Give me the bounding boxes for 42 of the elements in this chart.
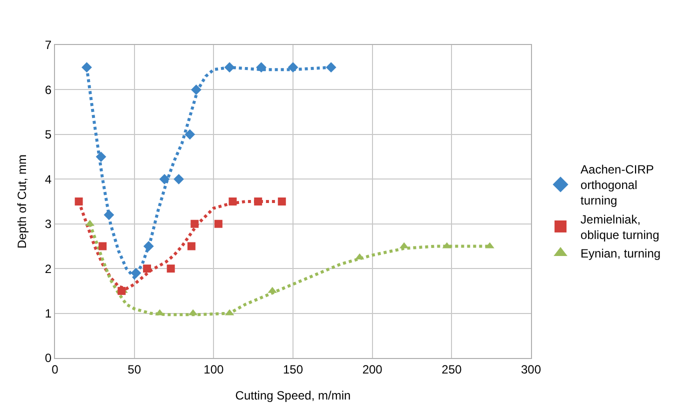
y-tick-label: 2 <box>44 262 52 276</box>
point <box>143 264 152 273</box>
legend-label: Aachen-CIRP orthogonal turning <box>580 162 654 208</box>
point <box>98 242 107 250</box>
point <box>166 264 175 273</box>
point <box>187 242 196 250</box>
x-tick-label: 100 <box>204 362 224 376</box>
point <box>228 198 237 206</box>
point <box>191 84 202 95</box>
legend-label: Jemielniak, oblique turning <box>580 212 660 242</box>
y-tick-label: 4 <box>44 172 52 186</box>
x-tick-label: 50 <box>128 362 142 376</box>
legend-label: Eynian, turning <box>580 246 661 261</box>
point <box>190 220 199 228</box>
point <box>326 62 336 73</box>
point <box>254 198 262 206</box>
y-tick-label: 1 <box>44 306 52 320</box>
point <box>159 174 170 184</box>
x-axis-title: Cutting Speed, m/min <box>235 388 351 402</box>
y-tick-label: 6 <box>44 82 52 97</box>
point <box>214 220 222 228</box>
y-tick-label: 0 <box>44 351 52 366</box>
x-tick-label: 200 <box>362 362 383 376</box>
point <box>143 241 154 252</box>
point <box>96 152 106 162</box>
y-tick-label: 3 <box>44 217 52 232</box>
point <box>104 210 114 220</box>
point <box>256 62 266 73</box>
x-tick-label: 250 <box>442 362 462 376</box>
point <box>174 174 184 184</box>
y-tick-label: 5 <box>44 128 52 142</box>
point <box>278 198 286 206</box>
point <box>82 62 92 73</box>
x-tick-label: 150 <box>282 362 304 376</box>
point <box>184 129 196 140</box>
point <box>224 62 235 73</box>
y-axis-title: Depth of Cut, mm <box>15 154 30 249</box>
point <box>130 268 142 278</box>
y-tick-label: 7 <box>44 38 52 52</box>
point <box>288 62 298 73</box>
x-tick-label: 300 <box>520 362 542 376</box>
point <box>74 198 83 206</box>
